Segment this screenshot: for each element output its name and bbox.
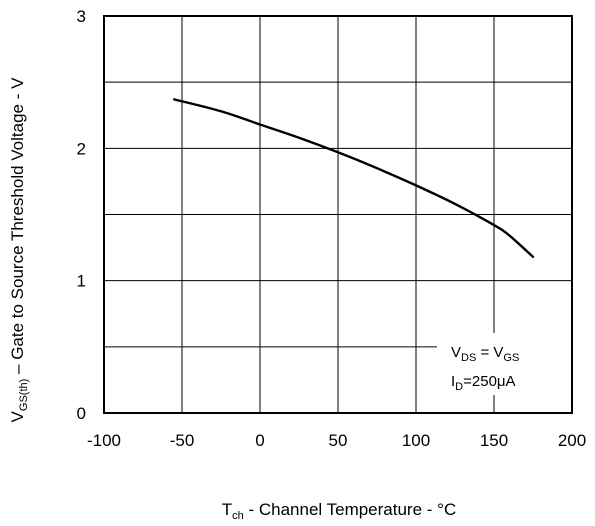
x-tick-labels: -100 -50 0 50 100 150 200 (87, 431, 586, 450)
annotation-box (437, 333, 571, 395)
x-tick-label: 50 (329, 431, 348, 450)
x-tick-label: 200 (558, 431, 586, 450)
x-tick-label: 100 (402, 431, 430, 450)
x-tick-label: -50 (170, 431, 195, 450)
x-tick-label: 150 (480, 431, 508, 450)
plot-frame (103, 15, 573, 414)
x-axis-title: Tch - Channel Temperature - °C (222, 500, 456, 522)
annotation-drain-current: ID=250μA (451, 373, 516, 393)
y-tick-label: 2 (77, 139, 86, 158)
x-tick-label: -100 (87, 431, 121, 450)
y-axis-title: VGS(th) – Gate to Source Threshold Volta… (8, 77, 30, 423)
grid-lines (104, 16, 572, 413)
series-layer (173, 98, 535, 259)
series-line-0 (173, 98, 535, 259)
y-tick-label: 1 (77, 272, 86, 291)
y-tick-label: 0 (77, 404, 86, 423)
y-tick-label: 3 (77, 7, 86, 26)
y-tick-labels: 0 1 2 3 (77, 7, 86, 423)
condition-annotation: VDS = VGS ID=250μA (437, 333, 571, 395)
annotation-vds-vgs: VDS = VGS (451, 344, 519, 364)
x-tick-label: 0 (255, 431, 264, 450)
